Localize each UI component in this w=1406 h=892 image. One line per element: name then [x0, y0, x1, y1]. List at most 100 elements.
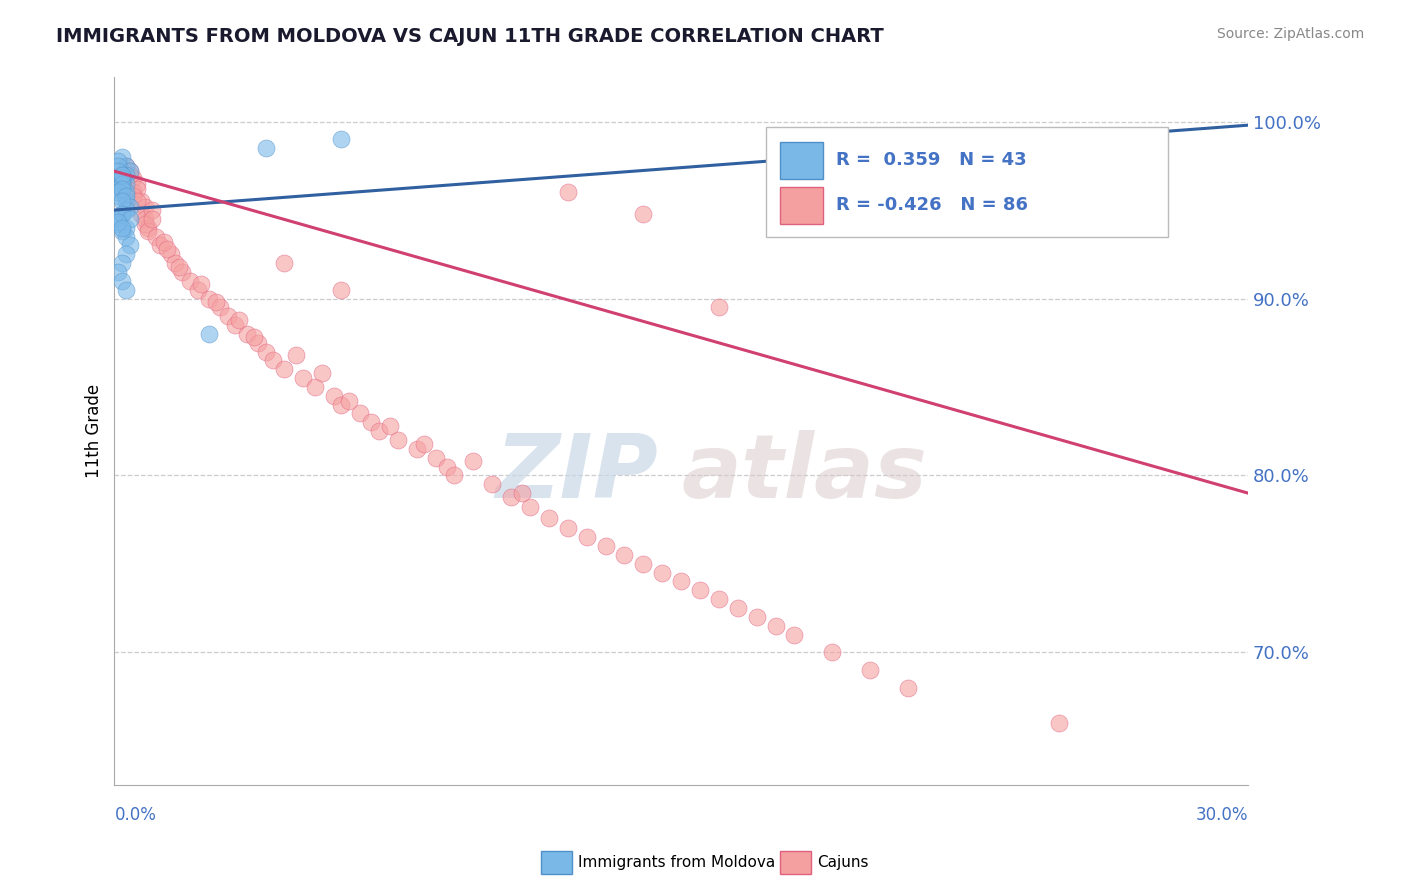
Point	[111, 220, 134, 235]
Point	[114, 229, 136, 244]
Text: Source: ZipAtlas.com: Source: ZipAtlas.com	[1216, 27, 1364, 41]
Point	[138, 224, 160, 238]
Point	[107, 217, 129, 231]
Point	[330, 283, 353, 297]
Point	[557, 186, 579, 200]
Text: 30.0%: 30.0%	[1195, 806, 1249, 824]
Point	[118, 164, 141, 178]
Point	[205, 295, 228, 310]
Point	[122, 189, 145, 203]
Point	[228, 312, 250, 326]
Point	[254, 344, 277, 359]
Point	[859, 663, 882, 677]
Point	[235, 326, 257, 341]
Text: 0.0%: 0.0%	[114, 806, 156, 824]
Point	[443, 468, 465, 483]
Point	[519, 500, 541, 515]
Point	[633, 206, 655, 220]
Point	[273, 362, 295, 376]
Point	[273, 256, 295, 270]
Text: Immigrants from Moldova: Immigrants from Moldova	[578, 855, 775, 870]
Point	[633, 557, 655, 571]
Point	[413, 436, 436, 450]
Point	[107, 189, 129, 203]
Point	[111, 168, 134, 182]
Point	[141, 211, 163, 226]
Point	[311, 366, 333, 380]
Point	[243, 330, 266, 344]
Point	[292, 371, 315, 385]
Point	[114, 168, 136, 182]
Point	[172, 265, 194, 279]
Point	[118, 168, 141, 182]
Text: R =  0.359   N = 43: R = 0.359 N = 43	[837, 152, 1026, 169]
Point	[107, 215, 129, 229]
Point	[134, 211, 156, 226]
Point	[114, 159, 136, 173]
Point	[160, 247, 183, 261]
Point	[122, 186, 145, 200]
Point	[501, 490, 523, 504]
Point	[330, 132, 353, 146]
Point	[651, 566, 673, 580]
Point	[111, 171, 134, 186]
Point	[190, 277, 212, 292]
Point	[179, 274, 201, 288]
Point	[167, 260, 190, 274]
Point	[125, 177, 148, 191]
Point	[405, 442, 427, 456]
Point	[134, 200, 156, 214]
Point	[198, 292, 221, 306]
Point	[537, 511, 560, 525]
Point	[669, 574, 692, 589]
Point	[575, 530, 598, 544]
Text: IMMIGRANTS FROM MOLDOVA VS CAJUN 11TH GRADE CORRELATION CHART: IMMIGRANTS FROM MOLDOVA VS CAJUN 11TH GR…	[56, 27, 884, 45]
Point	[111, 150, 134, 164]
Point	[689, 583, 711, 598]
Point	[436, 459, 458, 474]
Point	[114, 194, 136, 209]
Point	[118, 200, 141, 214]
Point	[254, 141, 277, 155]
Point	[111, 194, 134, 209]
Point	[107, 180, 129, 194]
Point	[129, 194, 152, 209]
Text: R = -0.426   N = 86: R = -0.426 N = 86	[837, 196, 1028, 214]
Point	[114, 177, 136, 191]
Point	[707, 592, 730, 607]
Point	[224, 318, 246, 332]
Point	[114, 283, 136, 297]
Point	[107, 265, 129, 279]
Point	[111, 177, 134, 191]
Point	[727, 601, 749, 615]
Point	[107, 211, 129, 226]
Point	[595, 539, 617, 553]
FancyBboxPatch shape	[766, 127, 1168, 236]
Point	[122, 171, 145, 186]
Point	[897, 681, 920, 695]
Point	[284, 348, 307, 362]
Point	[163, 256, 186, 270]
Point	[114, 220, 136, 235]
Point	[152, 235, 174, 249]
Point	[198, 326, 221, 341]
Point	[129, 206, 152, 220]
Point	[107, 153, 129, 168]
Point	[118, 238, 141, 252]
Point	[125, 194, 148, 209]
Point	[765, 618, 787, 632]
Point	[138, 220, 160, 235]
Point	[217, 309, 239, 323]
Point	[783, 627, 806, 641]
Point	[111, 206, 134, 220]
Point	[745, 610, 768, 624]
Point	[481, 477, 503, 491]
Point	[107, 186, 129, 200]
Point	[125, 182, 148, 196]
Point	[107, 164, 129, 178]
Point	[463, 454, 485, 468]
Point	[111, 274, 134, 288]
Point	[304, 380, 326, 394]
Point	[349, 407, 371, 421]
Point	[367, 424, 389, 438]
